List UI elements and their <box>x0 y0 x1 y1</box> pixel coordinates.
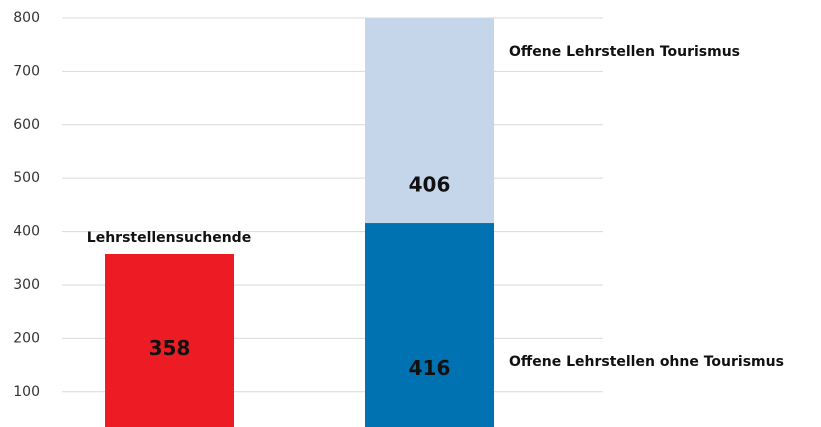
bar <box>365 223 494 427</box>
y-tick-label: 800 <box>13 10 40 26</box>
value-label: 406 <box>409 173 451 197</box>
y-tick-label: 500 <box>13 170 40 186</box>
bar <box>365 18 494 224</box>
bars <box>105 18 494 427</box>
y-tick-label: 300 <box>13 277 40 293</box>
y-tick-label: 100 <box>13 384 40 400</box>
y-tick-label: 400 <box>13 224 40 240</box>
value-label: 358 <box>149 336 191 360</box>
series-label: Offene Lehrstellen ohne Tourismus <box>509 354 784 370</box>
y-tick-label: 700 <box>13 63 40 79</box>
y-tick-label: 600 <box>13 117 40 133</box>
bar <box>105 254 234 427</box>
value-label: 416 <box>409 356 451 380</box>
series-label: Lehrstellensuchende <box>87 230 251 246</box>
series-label: Offene Lehrstellen Tourismus <box>509 44 740 60</box>
y-tick-label: 200 <box>13 330 40 346</box>
